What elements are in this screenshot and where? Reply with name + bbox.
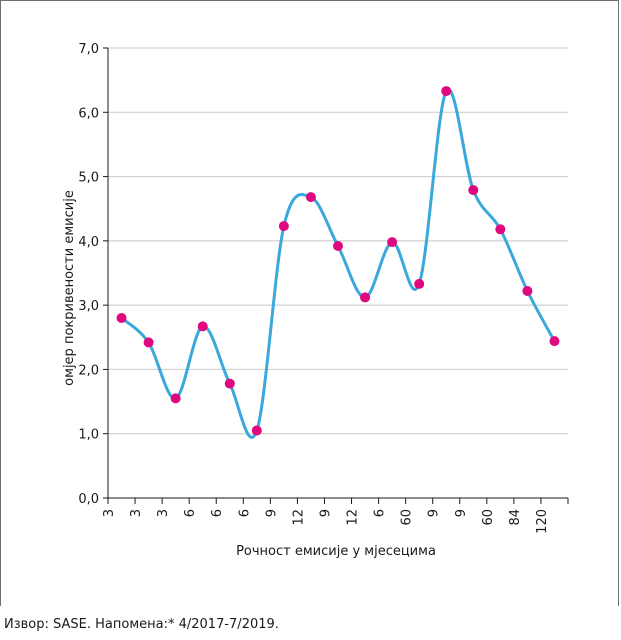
y-tick-label: 3,0 <box>78 299 99 314</box>
x-tick-label: 60 <box>400 509 415 526</box>
data-point <box>170 393 181 404</box>
series-line <box>120 87 556 439</box>
x-tick-label: 9 <box>318 509 333 517</box>
y-tick-label: 2,0 <box>78 363 99 378</box>
x-tick-label: 6 <box>210 509 225 517</box>
data-point <box>333 241 343 251</box>
x-tick-label: 9 <box>427 509 442 517</box>
x-tick-label: 3 <box>102 509 117 517</box>
data-point <box>224 378 235 389</box>
point-layer <box>116 86 560 436</box>
data-point <box>197 321 208 332</box>
x-tick-label: 60 <box>481 509 496 526</box>
data-point <box>414 278 425 289</box>
data-point <box>360 292 371 303</box>
grid-layer <box>108 47 568 435</box>
data-point <box>522 286 533 296</box>
y-axis-title: омјер покривености емисије <box>62 190 77 386</box>
y-tick-label: 0,0 <box>78 492 99 507</box>
x-tick-label: 9 <box>454 509 469 517</box>
x-tick-label: 6 <box>183 509 198 517</box>
x-tick-label: 6 <box>373 509 388 517</box>
data-point <box>387 237 398 248</box>
y-tick-label: 5,0 <box>78 171 99 186</box>
y-tick-label: 7,0 <box>78 42 99 57</box>
data-point <box>549 336 560 347</box>
line-chart: 0,0 1,0 2,0 3,0 4,0 5,0 6,0 7,0 3 3 3 6 6 6 9 12 9 12 6 60 9… <box>62 42 569 559</box>
source-note: Извор: SASE. Напомена:* 4/2017-7/2019. <box>4 617 279 632</box>
data-point <box>441 86 452 97</box>
data-point <box>495 224 506 235</box>
x-tick-label: 6 <box>237 509 252 517</box>
figure-frame <box>0 0 619 606</box>
x-tick-label: 84 <box>508 509 523 526</box>
data-point <box>305 192 316 203</box>
x-tick-label: 12 <box>346 509 361 526</box>
data-point <box>251 425 262 436</box>
data-point <box>143 337 154 348</box>
data-point <box>116 313 127 323</box>
y-tick-label: 1,0 <box>78 428 99 443</box>
x-axis-title: Рочност емисије у мјесецима <box>236 544 436 559</box>
x-tick-label: 12 <box>291 509 306 526</box>
x-tick-label: 3 <box>156 509 171 517</box>
axis-layer <box>103 47 569 504</box>
y-tick-label: 4,0 <box>78 235 99 250</box>
label-layer: 0,0 1,0 2,0 3,0 4,0 5,0 6,0 7,0 3 3 3 6 6 6 9 12 9 12 6 60 9… <box>78 42 550 534</box>
y-tick-label: 6,0 <box>78 106 99 121</box>
x-tick-label: 3 <box>129 509 144 517</box>
x-tick-label: 9 <box>264 509 279 517</box>
data-point <box>278 221 289 232</box>
data-point <box>468 185 479 196</box>
x-tick-label: 120 <box>535 509 550 534</box>
